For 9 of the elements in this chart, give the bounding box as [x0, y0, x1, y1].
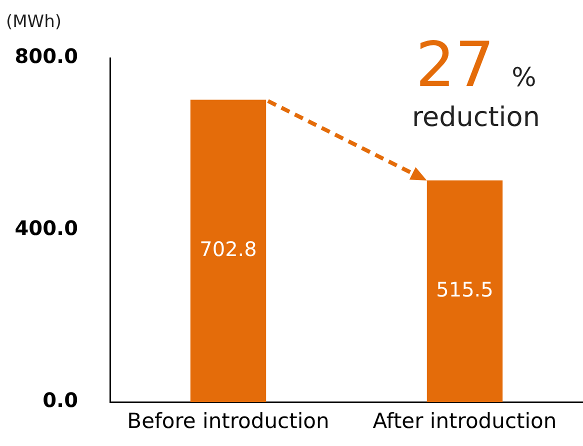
x-tick-label: After introduction — [372, 409, 557, 434]
data-label: 515.5 — [436, 277, 494, 302]
y-tick-label: 400.0 — [14, 216, 78, 240]
x-tick-label: Before introduction — [127, 409, 330, 434]
y-tick-label: 800.0 — [14, 44, 78, 68]
data-label: 702.8 — [200, 237, 257, 262]
y-axis-title: (MWh) — [6, 12, 62, 32]
y-tick-label: 0.0 — [42, 388, 78, 412]
annotation: 27 % reduction — [412, 28, 540, 133]
